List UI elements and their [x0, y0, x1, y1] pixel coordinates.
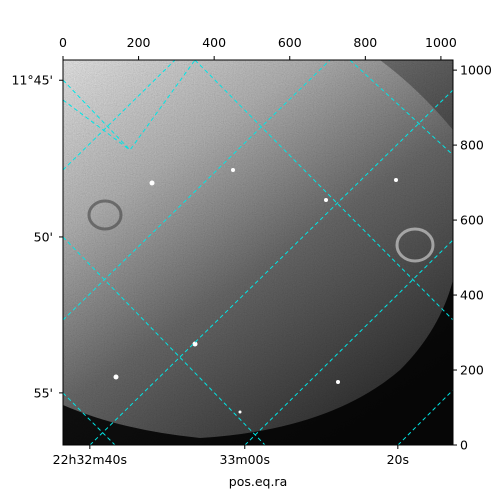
dec-tick-label: 55': [34, 385, 53, 400]
x-tick-label: 400: [202, 35, 226, 50]
ra-tick-label: 22h32m40s: [53, 452, 127, 467]
dec-tick-label: 11°45': [12, 73, 54, 88]
x-tick-label: 1000: [425, 35, 457, 50]
plot-frame: [62, 59, 454, 446]
x-tick-label: 0: [59, 35, 67, 50]
y-tick-label: 600: [460, 213, 484, 228]
y-tick-label: 1000: [460, 63, 492, 78]
y-tick-label: 200: [460, 363, 484, 378]
y-tick-label: 800: [460, 138, 484, 153]
x-axis-label: pos.eq.ra: [229, 474, 287, 489]
y-tick-label: 400: [460, 288, 484, 303]
x-tick-label: 600: [278, 35, 302, 50]
x-tick-label: 200: [127, 35, 151, 50]
ra-tick-label: 33m00s: [220, 452, 271, 467]
coordinate-grid: [63, 60, 453, 445]
dec-tick-label: 50': [34, 229, 53, 244]
sky-image: [63, 60, 453, 445]
y-tick-label: 0: [460, 438, 468, 453]
x-tick-label: 800: [353, 35, 377, 50]
ra-tick-label: 20s: [387, 452, 409, 467]
